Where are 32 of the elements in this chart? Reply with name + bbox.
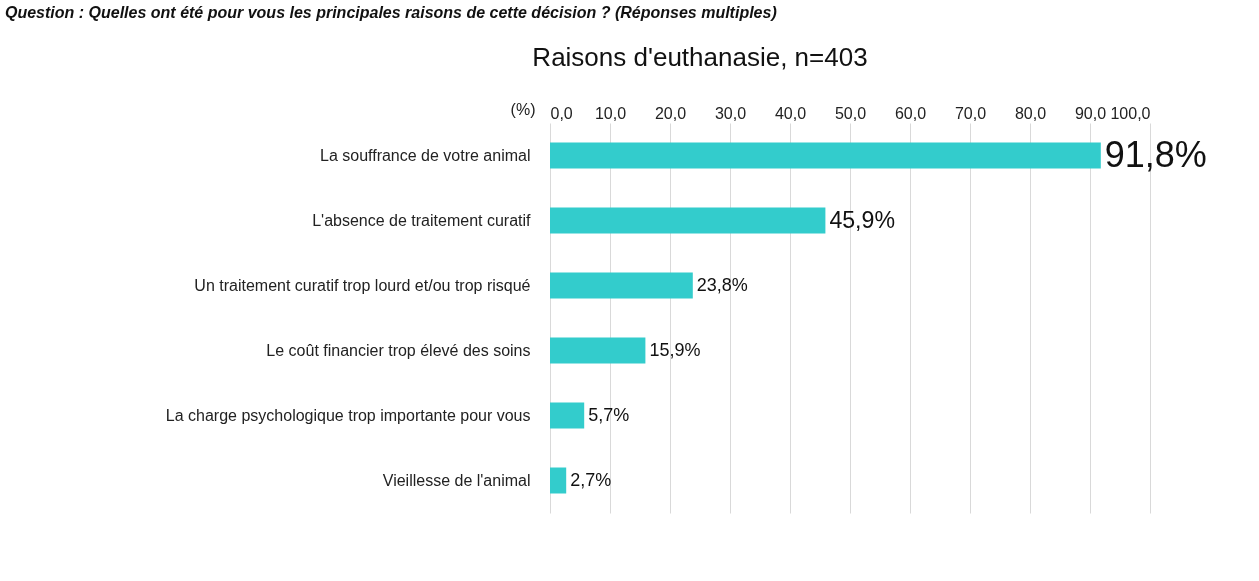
- x-tick-label: 30,0: [714, 104, 747, 122]
- bar: [550, 337, 646, 364]
- data-label: 91,8%: [1104, 133, 1207, 175]
- chart-title: Raisons d'euthanasie, n=403: [532, 42, 868, 72]
- x-tick-label: 70,0: [954, 104, 987, 122]
- y-tick-label: L'absence de traitement curatif: [312, 211, 532, 229]
- x-tick-label: 60,0: [894, 104, 927, 122]
- x-tick-label: 100,0: [1110, 104, 1151, 122]
- x-tick-label: 50,0: [834, 104, 867, 122]
- bar: [550, 142, 1101, 169]
- y-tick-label: Le coût financier trop élevé des soins: [266, 341, 531, 359]
- data-label: 15,9%: [649, 339, 701, 360]
- y-tick-label: Vieillesse de l'animal: [382, 471, 531, 489]
- x-tick-label: 40,0: [774, 104, 807, 122]
- data-label: 5,7%: [588, 404, 630, 425]
- text: Question : Quelles ont été pour vous les principales raisons de cette décision ? (Réponses multiples): [5, 4, 777, 21]
- bar: [550, 207, 826, 234]
- y-tick-label: Un traitement curatif trop lourd et/ou trop risqué: [194, 276, 531, 294]
- x-axis-title: (%): [510, 100, 536, 118]
- x-tick-label: 0,0: [550, 104, 573, 122]
- x-tick-label: 10,0: [594, 104, 627, 122]
- x-tick-label: 90,0: [1074, 104, 1107, 122]
- data-label: 2,7%: [570, 469, 612, 490]
- x-tick-label: 80,0: [1014, 104, 1047, 122]
- bar: [550, 402, 585, 429]
- bar: [550, 467, 567, 494]
- y-tick-label: La souffrance de votre animal: [320, 146, 531, 164]
- data-label: 45,9%: [829, 206, 895, 233]
- y-tick-label: La charge psychologique trop importante pour vous: [165, 406, 531, 424]
- data-label: 23,8%: [696, 274, 748, 295]
- bar: [550, 272, 693, 299]
- x-tick-label: 20,0: [654, 104, 687, 122]
